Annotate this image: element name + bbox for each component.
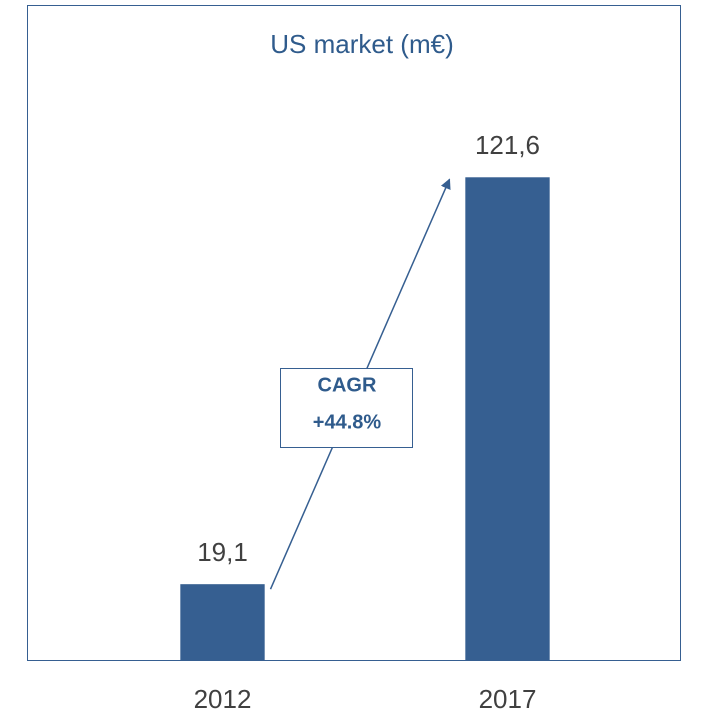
plot-frame xyxy=(27,5,681,661)
x-tick-label: 2012 xyxy=(194,684,252,714)
bar xyxy=(465,177,550,660)
value-label: 19,1 xyxy=(197,537,248,567)
chart-title: US market (m€) xyxy=(270,29,453,59)
annotation-text: +44.8% xyxy=(313,411,382,433)
annotation-text: CAGR xyxy=(318,374,377,396)
x-tick-label: 2017 xyxy=(479,684,537,714)
annotation-box xyxy=(280,368,413,448)
value-label: 121,6 xyxy=(475,130,540,160)
bar xyxy=(180,584,265,660)
